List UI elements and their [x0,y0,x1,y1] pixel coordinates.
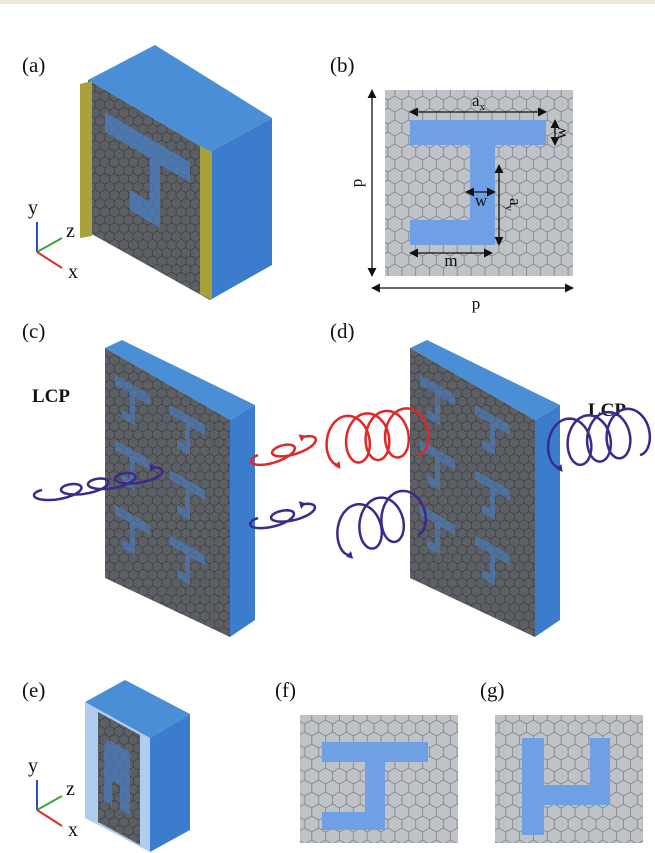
unit-cell-3d [80,45,272,300]
metasurface-slab [105,340,255,637]
dimension-label: m [444,251,457,270]
label-sub: x [480,101,486,113]
dimension-label: p [472,294,481,313]
panel-label: (a) [22,53,45,77]
polarization-label: LCP [32,386,70,407]
dimension-label: w [551,126,570,139]
helix [548,409,650,468]
arrowhead [334,461,340,469]
axis-label: y [28,197,38,219]
figure: (a) y z x (b) p p ax w w ay m (c) [0,0,655,853]
unit-cell-3d [85,680,190,852]
panel-label: (f) [275,678,296,702]
arrowhead [298,434,305,441]
panel-label: (d) [330,319,355,343]
panel-label: (b) [330,53,355,77]
axis-label: x [68,261,78,283]
axis-label: y [28,755,38,777]
axes-triad [37,780,62,826]
metasurface-slab [410,340,560,637]
helix [251,436,316,465]
unit-cell [495,715,643,843]
dimension-label: p [347,179,366,188]
axis-label: x [68,819,78,841]
dimension-label: w [475,191,488,210]
axis-label: z [66,220,75,242]
panel-label: (e) [22,678,45,702]
helix [250,504,315,528]
label-sub: y [503,206,515,212]
top-rule [0,0,655,4]
panel-label: (c) [22,319,45,343]
axes-triad [37,222,62,268]
panel-label: (g) [480,678,505,702]
axis-label: z [66,778,75,800]
